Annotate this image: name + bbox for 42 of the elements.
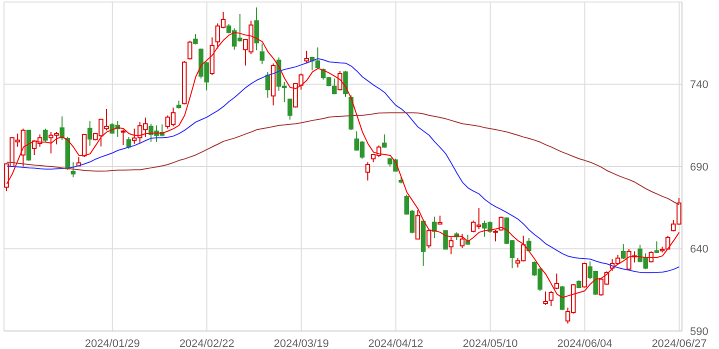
candlestick: [343, 70, 348, 98]
candlestick: [60, 116, 64, 141]
candlestick: [443, 230, 448, 250]
candlestick: [288, 98, 292, 120]
x-tick-label: 2024/04/12: [368, 338, 424, 349]
x-tick-label: 2024/06/27: [652, 338, 707, 349]
y-tick-label: 690: [690, 161, 708, 174]
candlestick: [554, 273, 560, 290]
candlestick: [460, 233, 465, 249]
candlestick: [582, 262, 587, 288]
candlestick: [526, 238, 532, 252]
candlestick: [560, 285, 565, 311]
candlestick: [43, 128, 48, 142]
candlestick: [415, 209, 420, 240]
candlestick: [260, 42, 265, 65]
y-tick-label: 740: [690, 79, 708, 92]
x-tick-label: 2024/06/04: [557, 338, 612, 349]
candlestick: [432, 216, 437, 239]
candlestick: [265, 71, 270, 98]
candlestick: [188, 40, 192, 60]
candlestick: [87, 120, 92, 146]
candlestick: [493, 229, 498, 242]
candlestick: [254, 6, 259, 51]
candlestick: [365, 162, 370, 181]
candlestick: [304, 50, 309, 64]
candlestick: [620, 244, 626, 260]
candlestick: [193, 34, 198, 45]
y-tick-label: 590: [690, 326, 708, 338]
candlestick: [120, 129, 126, 146]
x-tick-label: 2024/02/22: [179, 338, 234, 349]
x-tick-label: 2024/05/10: [462, 338, 518, 349]
candlestick: [543, 291, 548, 306]
candlestick: [382, 134, 387, 148]
x-tick-label: 2024/01/29: [84, 338, 140, 349]
candlestick: [548, 290, 554, 306]
candlestick: [448, 236, 454, 255]
candlestick: [70, 162, 76, 178]
candlestick: [426, 229, 432, 249]
y-tick-label: 640: [690, 244, 708, 256]
x-tick-label: 2024/03/19: [274, 338, 329, 349]
candlestick: [82, 133, 87, 158]
candlestick: [338, 70, 342, 91]
